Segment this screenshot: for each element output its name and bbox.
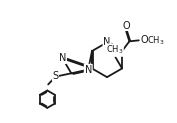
Text: N: N <box>103 37 111 47</box>
Text: CH$_3$: CH$_3$ <box>147 34 164 47</box>
Text: S: S <box>52 71 59 81</box>
Text: O: O <box>122 21 130 31</box>
Text: O: O <box>140 35 148 45</box>
Text: N: N <box>59 53 66 63</box>
Text: CH$_3$: CH$_3$ <box>106 44 123 56</box>
Text: N: N <box>85 65 92 75</box>
